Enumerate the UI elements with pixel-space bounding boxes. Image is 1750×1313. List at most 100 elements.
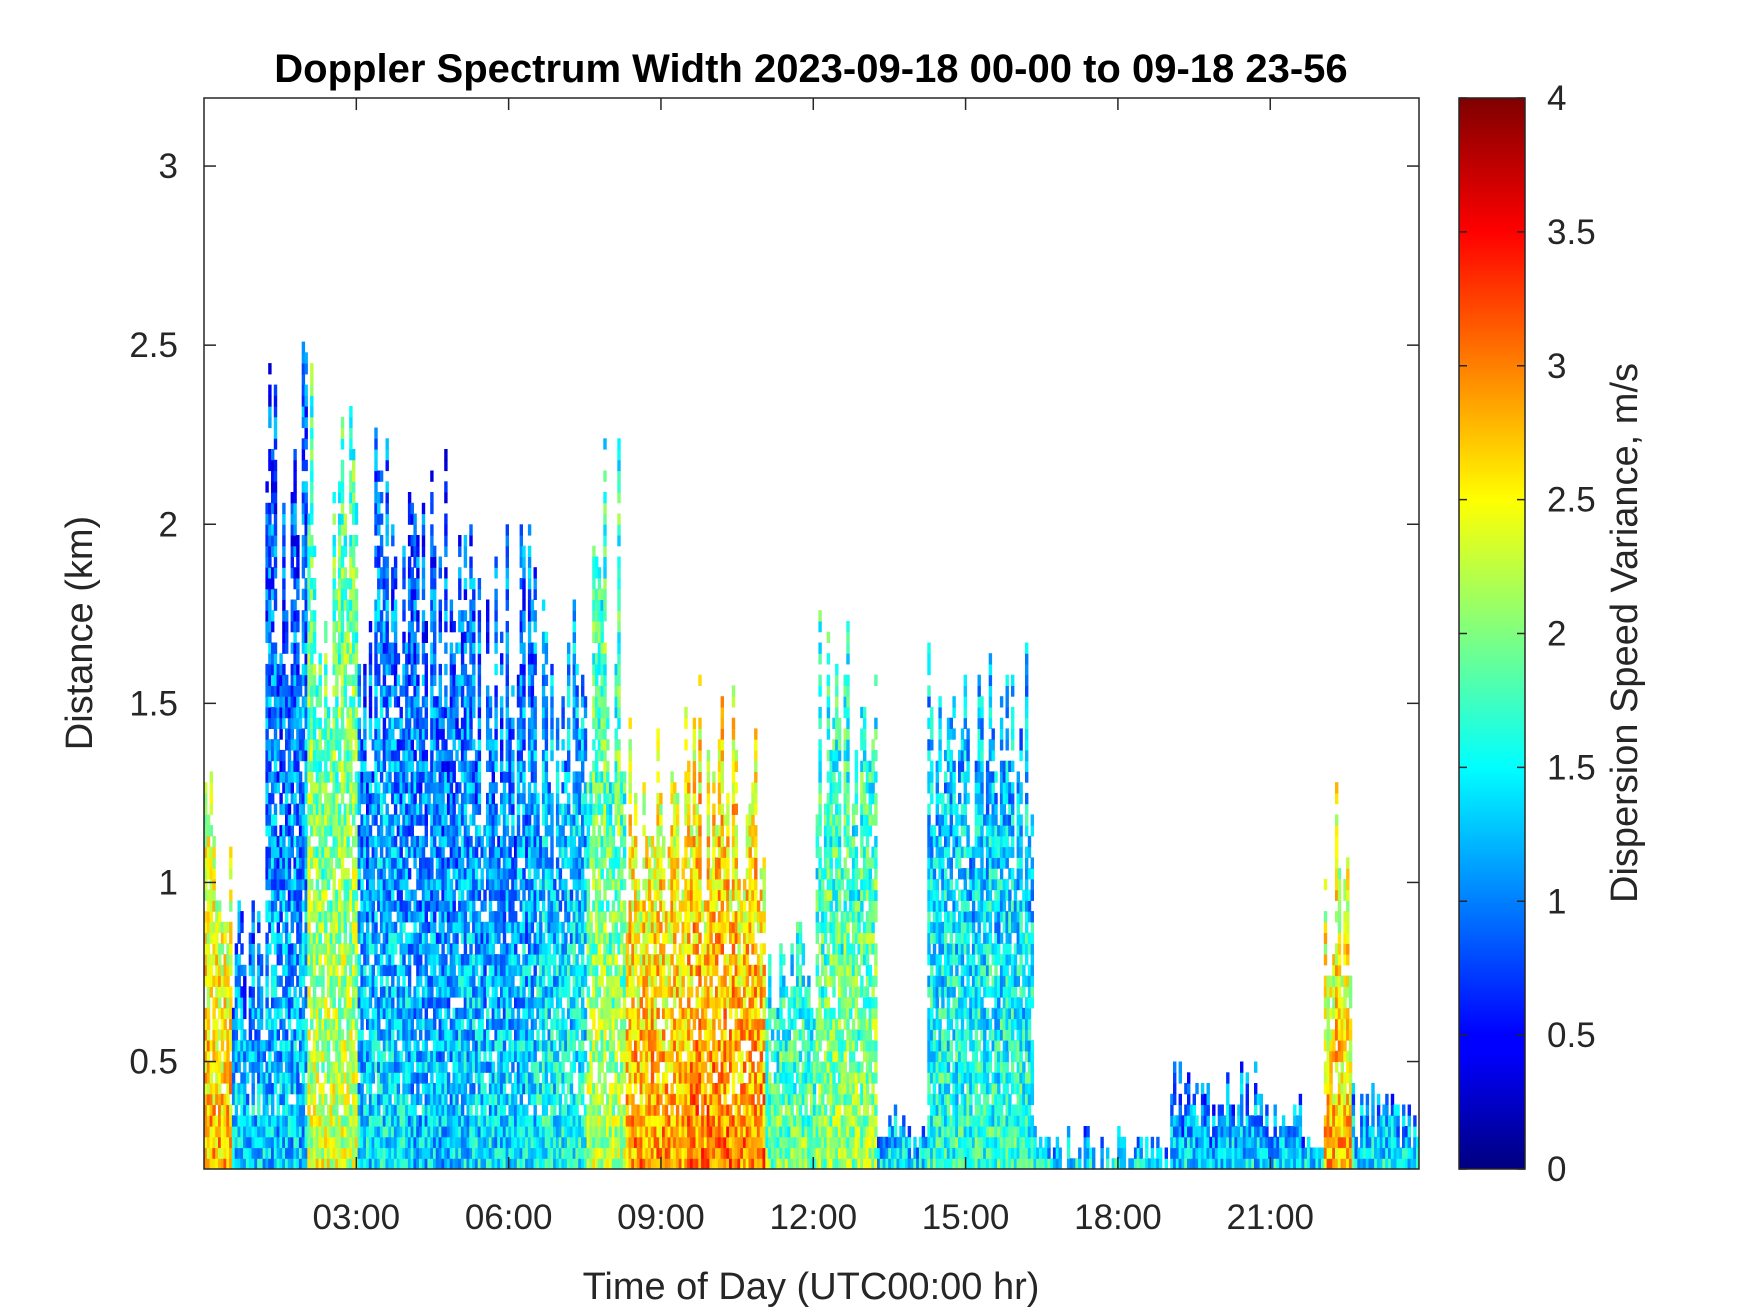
heatmap-cell [405,846,409,858]
heatmap-cell [315,749,320,762]
heatmap-cell [282,567,286,579]
heatmap-cell [472,642,476,654]
heatmap-cell [304,986,308,998]
heatmap-cell [349,599,353,611]
heatmap-cell [505,954,509,966]
heatmap-cell [206,1050,211,1063]
heatmap-cell [273,739,278,751]
heatmap-cell [407,749,412,762]
heatmap-cell [393,868,398,880]
heatmap-cell [497,868,501,880]
heatmap-cell [444,771,448,783]
heatmap-cell [385,556,389,568]
heatmap-cell [307,749,311,762]
heatmap-cell [279,717,283,729]
heatmap-cell [321,1061,325,1073]
heatmap-cell [480,846,484,858]
heatmap-cell [354,567,359,579]
heatmap-cell [393,1007,398,1020]
heatmap-cell [301,663,306,676]
heatmap-cell [472,964,476,977]
heatmap-cell [516,835,521,848]
heatmap-cell [444,868,448,880]
heatmap-cell [505,545,509,557]
heatmap-cell [449,728,454,740]
heatmap-cell [410,588,414,600]
heatmap-cell [433,599,437,611]
heatmap-cell [349,921,353,934]
heatmap-cell [446,932,451,944]
heatmap-cell [204,792,208,805]
heatmap-cell [279,1040,283,1052]
heatmap-cell [449,1126,454,1138]
heatmap-cell [410,663,414,676]
heatmap-cell [488,889,493,901]
heatmap-cell [522,739,526,751]
heatmap-cell [505,814,509,826]
heatmap-cell [452,943,456,955]
heatmap-cell [430,556,434,568]
heatmap-cell [488,1018,493,1030]
heatmap-cell [488,1104,493,1116]
heatmap-cell [452,653,456,665]
heatmap-cell [243,1083,247,1095]
heatmap-cell [511,749,515,762]
heatmap-cell [209,1126,213,1138]
heatmap-cell [307,567,311,579]
heatmap-cell [541,631,546,643]
heatmap-cell [335,975,339,987]
heatmap-cell [519,921,523,934]
heatmap-cell [438,868,442,880]
heatmap-cell [366,846,370,858]
heatmap-cell [240,1029,244,1041]
heatmap-cell [466,1147,470,1159]
heatmap-cell [206,964,211,977]
heatmap-cell [472,739,476,751]
heatmap-cell [522,889,526,901]
heatmap-cell [391,889,395,901]
heatmap-cell [541,857,546,869]
heatmap-cell [259,964,264,977]
heatmap-cell [402,1093,406,1106]
heatmap-cell [544,857,549,869]
heatmap-cell [393,760,398,772]
heatmap-cell [343,782,347,794]
heatmap-cell [536,1029,540,1041]
heatmap-cell [354,932,359,944]
heatmap-cell [407,535,412,547]
heatmap-cell [541,1147,546,1159]
heatmap-cell [438,1029,442,1041]
heatmap-cell [304,706,308,719]
heatmap-cell [382,900,387,912]
heatmap-cell [276,749,280,762]
heatmap-cell [449,975,454,987]
heatmap-cell [318,782,322,794]
heatmap-cell [243,975,247,987]
heatmap-cell [477,631,482,643]
heatmap-cell [530,1029,535,1041]
heatmap-cells [204,341,1419,1169]
heatmap-cell [488,1147,493,1159]
heatmap-cell [488,792,493,805]
heatmap-cell [273,524,278,536]
heatmap-cell [332,545,336,557]
heatmap-cell [307,814,311,826]
heatmap-cell [349,760,353,772]
heatmap-cell [402,986,406,998]
heatmap-cell [251,1158,255,1169]
heatmap-cell [332,631,336,643]
heatmap-cell [209,846,213,858]
heatmap-cell [421,642,426,654]
heatmap-cell [522,1158,526,1169]
heatmap-cell [393,878,398,891]
heatmap-cell [304,492,308,504]
heatmap-cell [472,1029,476,1041]
heatmap-cell [430,997,434,1009]
heatmap-cell [332,1072,336,1084]
heatmap-cell [307,878,311,891]
heatmap-cell [472,1040,476,1052]
heatmap-cell [374,438,378,450]
heatmap-cell [541,685,546,697]
heatmap-cell [273,825,278,837]
heatmap-cell [488,749,493,762]
